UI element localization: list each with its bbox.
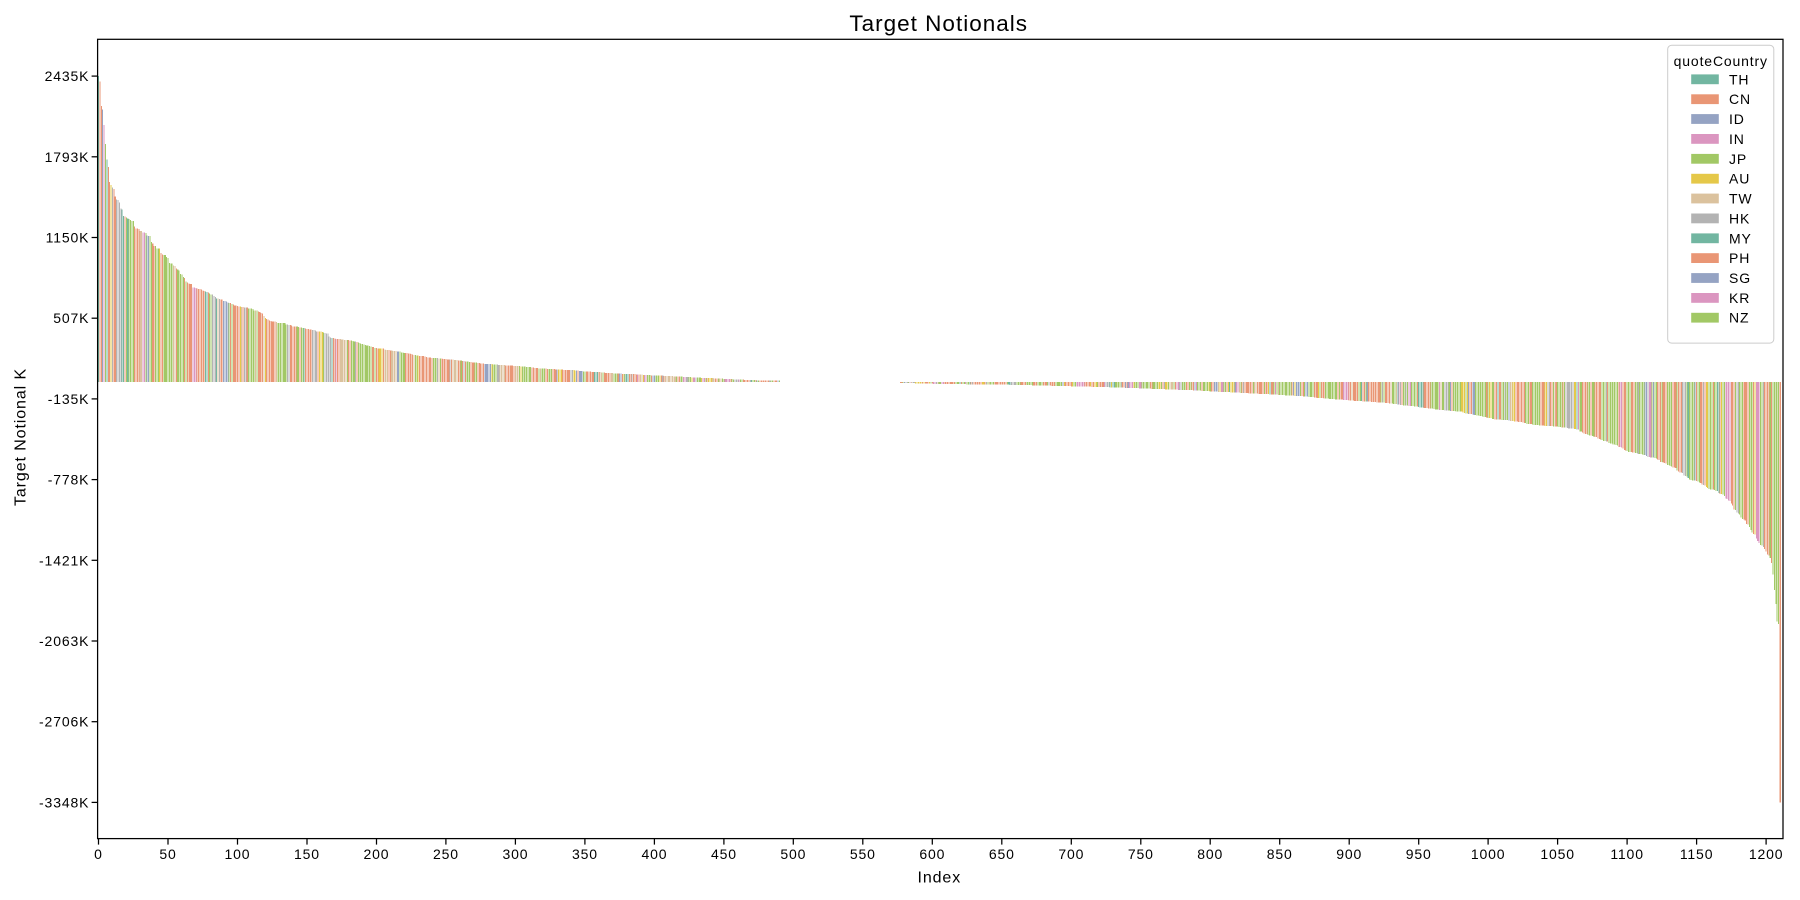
- svg-text:-3348K: -3348K: [39, 794, 89, 810]
- svg-text:200: 200: [364, 846, 390, 862]
- svg-text:HK: HK: [1729, 210, 1750, 226]
- svg-text:TH: TH: [1729, 71, 1749, 87]
- svg-text:850: 850: [1267, 846, 1293, 862]
- svg-text:300: 300: [502, 846, 528, 862]
- svg-text:Index: Index: [917, 869, 961, 886]
- svg-text:KR: KR: [1729, 290, 1750, 306]
- svg-text:1100: 1100: [1610, 846, 1644, 862]
- svg-text:CN: CN: [1729, 91, 1751, 107]
- svg-text:1200: 1200: [1749, 846, 1784, 862]
- svg-text:NZ: NZ: [1729, 310, 1749, 326]
- svg-text:500: 500: [780, 846, 806, 862]
- svg-text:Target Notionals: Target Notionals: [849, 11, 1028, 36]
- svg-text:1793K: 1793K: [45, 149, 90, 165]
- svg-text:SG: SG: [1729, 270, 1751, 286]
- svg-text:-2063K: -2063K: [39, 633, 89, 649]
- svg-text:MY: MY: [1729, 230, 1752, 246]
- svg-text:507K: 507K: [53, 310, 89, 326]
- svg-text:1000: 1000: [1471, 846, 1506, 862]
- svg-text:400: 400: [641, 846, 667, 862]
- svg-text:950: 950: [1406, 846, 1432, 862]
- svg-text:IN: IN: [1729, 131, 1745, 147]
- svg-text:250: 250: [433, 846, 459, 862]
- svg-text:1150K: 1150K: [46, 230, 90, 246]
- svg-text:-1421K: -1421K: [39, 552, 89, 568]
- svg-text:JP: JP: [1729, 151, 1747, 167]
- svg-text:2435K: 2435K: [45, 68, 90, 84]
- svg-text:AU: AU: [1729, 171, 1750, 187]
- svg-text:150: 150: [294, 846, 320, 862]
- svg-text:600: 600: [919, 846, 945, 862]
- svg-text:0: 0: [94, 846, 103, 862]
- svg-text:550: 550: [850, 846, 876, 862]
- svg-text:ID: ID: [1729, 111, 1745, 127]
- svg-text:1150: 1150: [1680, 846, 1714, 862]
- svg-text:800: 800: [1197, 846, 1223, 862]
- svg-text:1050: 1050: [1540, 846, 1575, 862]
- svg-text:-135K: -135K: [48, 391, 90, 407]
- svg-text:900: 900: [1336, 846, 1362, 862]
- svg-text:PH: PH: [1729, 250, 1750, 266]
- svg-text:650: 650: [989, 846, 1015, 862]
- svg-text:750: 750: [1128, 846, 1154, 862]
- svg-text:50: 50: [159, 846, 176, 862]
- svg-text:450: 450: [711, 846, 737, 862]
- svg-text:-778K: -778K: [48, 472, 90, 488]
- svg-text:350: 350: [572, 846, 598, 862]
- svg-text:700: 700: [1058, 846, 1084, 862]
- svg-text:100: 100: [225, 846, 251, 862]
- svg-text:-2706K: -2706K: [39, 714, 89, 730]
- svg-text:Target Notional K: Target Notional K: [13, 368, 30, 506]
- svg-text:quoteCountry: quoteCountry: [1674, 53, 1768, 69]
- svg-text:TW: TW: [1729, 191, 1752, 207]
